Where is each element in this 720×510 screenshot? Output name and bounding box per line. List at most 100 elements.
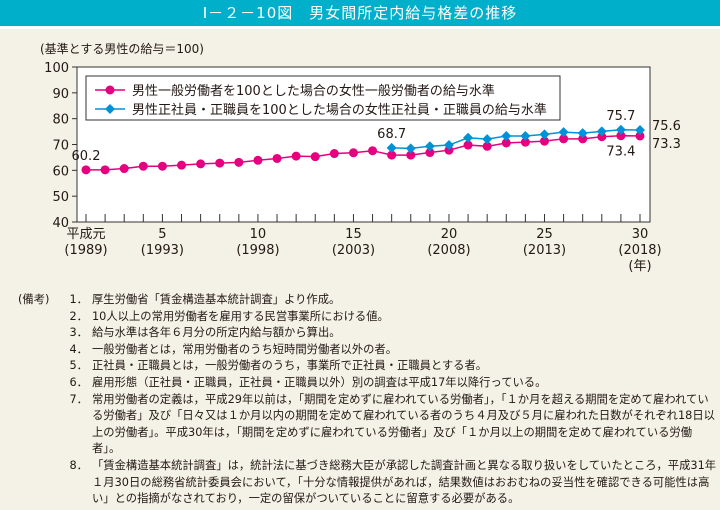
data-label: 75.7 <box>606 109 635 124</box>
note-indent <box>18 358 62 375</box>
legend-marker <box>105 104 115 114</box>
note-number: 2． <box>69 309 89 323</box>
note-number: 6． <box>69 375 89 389</box>
note-number: 1． <box>69 293 89 306</box>
note-indent <box>18 392 62 458</box>
data-point-0 <box>100 165 110 175</box>
data-point-0 <box>482 141 492 151</box>
data-point-1 <box>424 141 435 152</box>
data-point-1 <box>596 126 607 137</box>
data-label: 60.2 <box>72 149 101 164</box>
x-tick-label-year: (2008) <box>427 243 470 258</box>
legend-label: 男性一般労働者を100とした場合の女性一般労働者の給与水準 <box>132 83 495 99</box>
data-point-0 <box>234 157 244 167</box>
x-tick-label-year: (1993) <box>141 243 184 258</box>
data-point-0 <box>138 161 148 171</box>
note-item: 7． 常用労働者の定義は，平成29年以前は，「期間を定めずに雇われている労働者」，… <box>18 392 718 458</box>
x-axis-unit: (年) <box>628 259 651 274</box>
x-tick-label: 15 <box>345 227 362 242</box>
data-point-0 <box>520 137 530 147</box>
legend-label: 男性正社員・正職員を100とした場合の女性正社員・正職員の給与水準 <box>132 102 547 118</box>
data-point-0 <box>253 155 263 165</box>
data-point-0 <box>81 165 91 175</box>
note-item: 6． 雇用形態（正社員・正職員，正社員・正職員以外）別の調査は平成17年以降行って… <box>18 375 718 392</box>
data-point-0 <box>177 160 187 170</box>
note-indent <box>18 309 62 326</box>
legend <box>85 75 561 121</box>
data-point-0 <box>578 134 588 144</box>
data-point-0 <box>119 164 129 174</box>
data-point-0 <box>559 134 569 144</box>
data-label: 73.4 <box>606 145 635 160</box>
data-point-0 <box>329 149 339 159</box>
data-point-0 <box>501 138 511 148</box>
note-number: 5． <box>69 359 89 373</box>
note-text: 一般労働者とは，常用労働者のうち短時間労働者以外の者。 <box>92 342 398 356</box>
data-label: 73.3 <box>652 137 681 152</box>
data-point-1 <box>501 130 512 141</box>
x-tick-label-year: (2003) <box>332 243 375 258</box>
data-point-0 <box>406 150 416 160</box>
data-point-1 <box>405 143 416 154</box>
data-point-0 <box>291 151 301 161</box>
data-point-0 <box>272 153 282 163</box>
data-point-1 <box>635 125 645 136</box>
line-chart: 40 50 60 70 80 90 100 平成元(1989) 5(1993) 10(1998) 1… <box>44 61 681 274</box>
y-tick-label: 60 <box>52 164 69 179</box>
y-tick-label: 40 <box>52 216 69 231</box>
unit-label: (基準とする男性の給与＝100) <box>40 42 204 56</box>
note-item: 2． 10人以上の常用労働者を雇用する民営事業所における値。 <box>18 309 718 326</box>
x-tick-label: 平成元 <box>66 227 105 242</box>
data-point-0 <box>616 131 626 141</box>
data-point-1 <box>386 142 397 153</box>
data-point-0 <box>597 132 607 142</box>
x-tick-label-year: (1998) <box>236 243 279 258</box>
notes: (備考) 1． 厚生労働省「賃金構造基本統計調査」より作成。 2． 10人以上の常用労働… <box>18 292 718 508</box>
note-text: 正社員・正職員とは，一般労働者のうち，事業所で正社員・正職員とする者。 <box>92 359 488 373</box>
data-point-0 <box>310 152 320 162</box>
x-tick-label-year: (2013) <box>523 243 566 258</box>
data-point-0 <box>196 159 206 169</box>
x-tick-label-year: (2018) <box>618 243 661 258</box>
note-number: 7． <box>69 392 89 406</box>
data-point-0 <box>387 150 397 160</box>
y-tick-label: 50 <box>52 190 69 205</box>
data-point-0 <box>368 146 378 156</box>
note-item: 5． 正社員・正職員とは，一般労働者のうち，事業所で正社員・正職員とする者。 <box>18 358 718 375</box>
note-text: 給与水準は各年６月分の所定内給与額から算出。 <box>92 326 341 340</box>
x-tick-label: 30 <box>632 227 649 242</box>
y-tick-label: 90 <box>52 87 69 102</box>
note-indent <box>18 325 62 342</box>
note-text: 「賃金構造基本統計調査」は，統計法に基づき総務大臣が承認した調査計画と異なる取り… <box>92 458 717 506</box>
note-indent <box>18 375 62 392</box>
notes-label: (備考) <box>18 293 50 306</box>
data-point-0 <box>444 145 454 155</box>
data-point-1 <box>520 130 531 141</box>
data-point-1 <box>577 128 588 139</box>
x-tick-label: 25 <box>536 227 553 242</box>
legend-marker <box>105 85 115 95</box>
y-tick-label: 80 <box>52 113 69 128</box>
note-text: 厚生労働省「賃金構造基本統計調査」より作成。 <box>92 293 341 306</box>
data-label: 68.7 <box>377 127 406 142</box>
data-point-0 <box>157 161 167 171</box>
data-point-0 <box>425 148 435 158</box>
data-point-1 <box>482 134 493 145</box>
data-point-0 <box>348 148 358 158</box>
data-point-1 <box>558 127 569 138</box>
data-point-1 <box>463 132 474 143</box>
title-divider <box>0 26 720 29</box>
data-point-0 <box>539 136 549 146</box>
note-item: 3． 給与水準は各年６月分の所定内給与額から算出。 <box>18 325 718 342</box>
x-tick-label: 5 <box>158 227 166 242</box>
x-tick-label: 10 <box>250 227 267 242</box>
note-number: 3． <box>69 326 89 340</box>
note-item: (備考) 1． 厚生労働省「賃金構造基本統計調査」より作成。 <box>18 292 718 309</box>
x-tick-label: 20 <box>441 227 458 242</box>
data-point-1 <box>615 124 626 135</box>
note-indent <box>18 458 62 508</box>
data-label: 75.6 <box>652 119 681 134</box>
y-tick-label: 100 <box>44 61 69 76</box>
note-text: 常用労働者の定義は，平成29年以前は，「期間を定めずに雇われている労働者」，「１… <box>92 392 715 456</box>
note-item: 4． 一般労働者とは，常用労働者のうち短時間労働者以外の者。 <box>18 342 718 359</box>
